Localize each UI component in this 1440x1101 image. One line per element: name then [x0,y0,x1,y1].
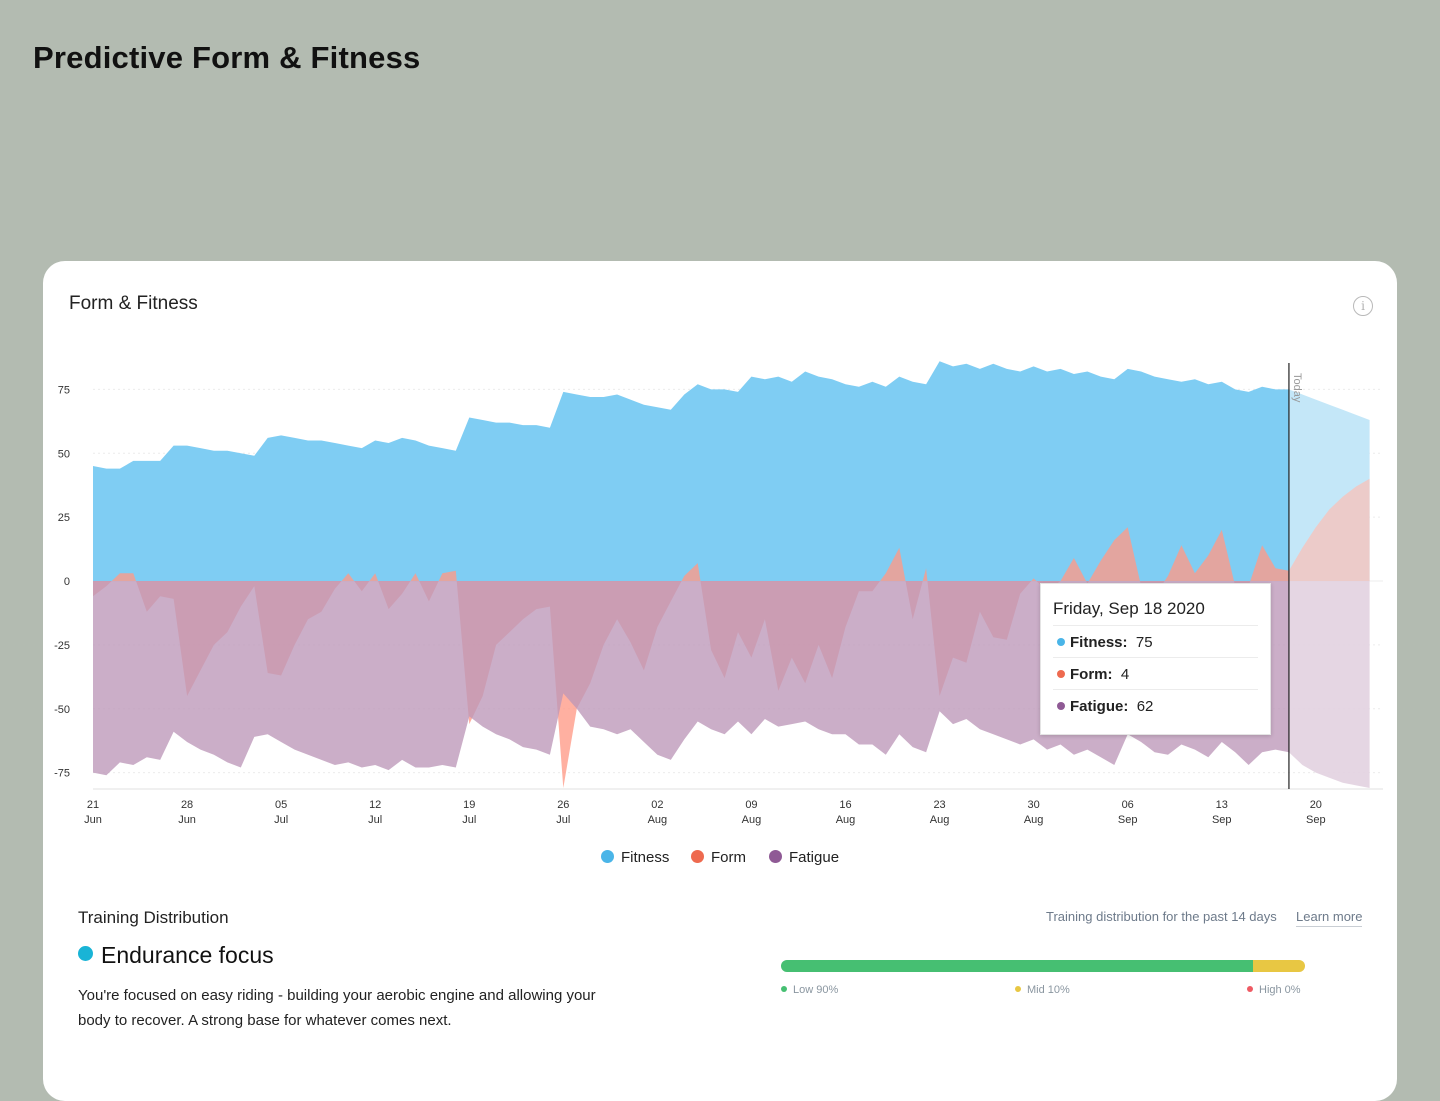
x-tick-month: Sep [1118,814,1138,826]
tooltip-row-form: Form: 4 [1053,657,1258,690]
fatigue-dot-icon [769,850,782,863]
training-distribution-title: Training Distribution [78,908,229,927]
x-tick-month: Aug [836,814,856,826]
x-tick-month: Sep [1306,814,1326,826]
x-tick-month: Jun [178,814,196,826]
training-focus: Endurance focus [78,942,274,969]
tooltip-label: Form: [1070,666,1113,683]
y-tick-label: -50 [54,704,70,716]
legend-label: Fitness [621,849,670,866]
form-dot-icon [691,850,704,863]
tooltip-row-fitness: Fitness: 75 [1053,625,1258,658]
card-title: Form & Fitness [69,293,198,314]
y-tick-label: -25 [54,640,70,652]
fatigue-forecast-area [1288,581,1370,788]
x-tick-day: 06 [1122,799,1134,811]
tooltip-label: Fitness: [1070,634,1128,651]
x-tick-day: 16 [839,799,851,811]
fitness-dot-icon [601,850,614,863]
x-tick-month: Jul [556,814,570,826]
form-fitness-chart[interactable]: 75 50 25 0 -25 -50 -75 21 Jun 28 Jun 05 Jul 12 Jul 19 Ju… [43,261,1397,841]
focus-dot-icon [78,946,93,961]
distribution-bar [781,960,1305,972]
form-fitness-card: Form & Fitness i 75 50 25 0 -25 -50 -75 21 Jun 28… [43,261,1397,1101]
distribution-segment [1252,960,1305,972]
y-tick-label: 75 [58,384,70,396]
segment-label: Low 90% [793,984,839,996]
page-title: Predictive Form & Fitness [33,40,421,75]
distribution-label-mid: Mid 10% [1015,984,1070,996]
form-forecast-area [1288,478,1370,581]
chart-tooltip: Friday, Sep 18 2020 Fitness: 75 Form: 4 … [1040,583,1271,735]
mid-dot-icon [1015,986,1021,992]
info-icon[interactable]: i [1353,296,1373,316]
y-tick-label: 25 [58,512,70,524]
x-tick-month: Aug [742,814,762,826]
segment-label: Mid 10% [1027,984,1070,996]
form-dot-icon [1057,670,1065,678]
distribution-segment [781,960,1253,972]
learn-more-link[interactable]: Learn more [1296,909,1363,927]
x-tick-day: 28 [181,799,193,811]
fitness-dot-icon [1057,638,1065,646]
y-tick-label: 0 [64,576,70,588]
x-tick-day: 30 [1028,799,1040,811]
fatigue-area [93,581,1289,776]
distribution-label-low: Low 90% [781,984,838,996]
legend-item-form[interactable]: Form [691,849,746,866]
tooltip-value: 4 [1120,666,1130,683]
tooltip-row-fatigue: Fatigue: 62 [1053,689,1258,722]
segment-label: High 0% [1259,984,1301,996]
tooltip-value: 75 [1135,634,1153,651]
x-tick-day: 09 [745,799,757,811]
today-label: Today [1291,373,1303,403]
training-caption: Training distribution for the past 14 da… [1046,909,1277,924]
y-tick-label: -75 [54,768,70,780]
low-dot-icon [781,986,787,992]
x-tick-day: 23 [933,799,945,811]
focus-label: Endurance focus [101,942,274,968]
x-tick-day: 13 [1216,799,1228,811]
x-tick-month: Aug [1024,814,1044,826]
legend-label: Form [711,849,746,866]
x-tick-day: 21 [87,799,99,811]
x-tick-month: Aug [930,814,950,826]
x-tick-day: 19 [463,799,475,811]
x-tick-day: 05 [275,799,287,811]
training-description: You're focused on easy riding - building… [78,987,596,1029]
x-tick-day: 02 [651,799,663,811]
y-tick-label: 50 [58,448,70,460]
x-tick-month: Jul [368,814,382,826]
fatigue-dot-icon [1057,702,1065,710]
x-tick-day: 20 [1310,799,1322,811]
legend-label: Fatigue [789,849,840,866]
tooltip-date: Friday, Sep 18 2020 [1053,599,1205,618]
distribution-label-high: High 0% [1247,984,1301,996]
tooltip-value: 62 [1136,698,1154,715]
high-dot-icon [1247,986,1253,992]
x-tick-day: 12 [369,799,381,811]
tooltip-label: Fatigue: [1070,698,1129,715]
x-tick-month: Jun [84,814,102,826]
x-tick-month: Aug [648,814,668,826]
x-tick-month: Jul [274,814,288,826]
x-tick-month: Jul [462,814,476,826]
x-tick-month: Sep [1212,814,1232,826]
x-tick-day: 26 [557,799,569,811]
legend-item-fatigue[interactable]: Fatigue [769,849,839,866]
fitness-area [93,361,1289,581]
legend-item-fitness[interactable]: Fitness [601,849,669,866]
